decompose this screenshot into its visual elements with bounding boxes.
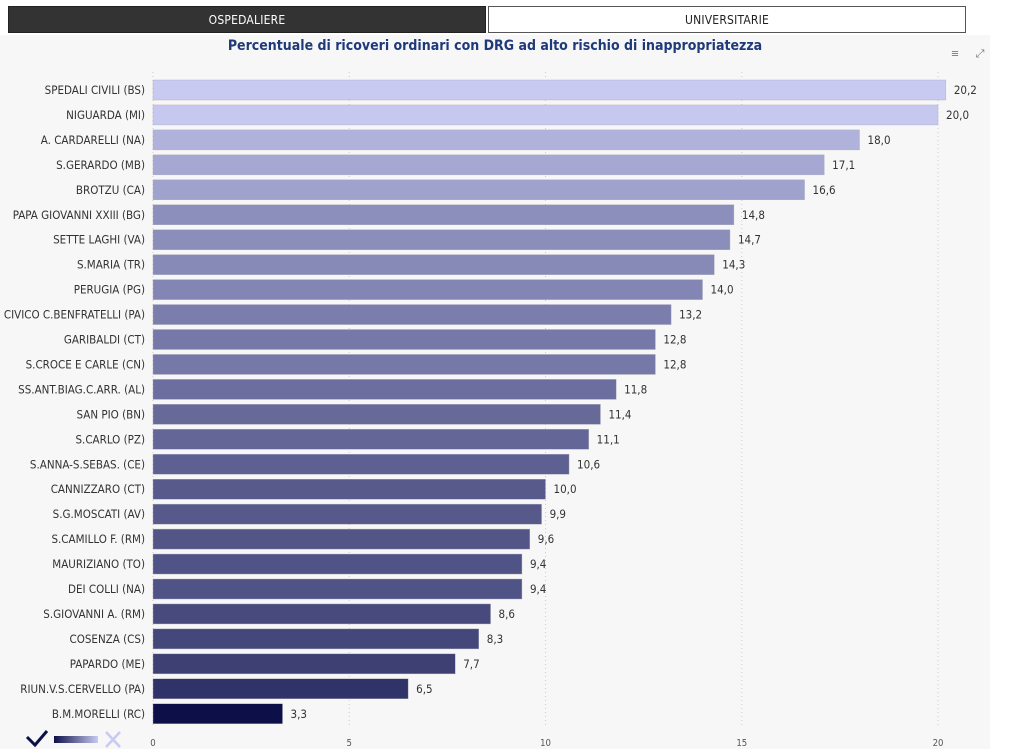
- category-label: PERUGIA (PG): [74, 283, 145, 297]
- category-label: DEI COLLI (NA): [68, 582, 145, 596]
- data-label: 14,0: [711, 283, 734, 297]
- data-label: 17,1: [832, 158, 855, 172]
- x-tick-label: 20: [933, 738, 944, 749]
- category-label: SAN PIO (BN): [76, 407, 145, 421]
- bar[interactable]: [152, 578, 523, 600]
- bar[interactable]: [152, 179, 805, 201]
- category-label: S.CROCE E CARLE (CN): [26, 357, 145, 371]
- bar[interactable]: [152, 503, 542, 525]
- bar[interactable]: [152, 479, 546, 500]
- bar[interactable]: [152, 204, 735, 225]
- category-label: GARIBALDI (CT): [64, 333, 145, 347]
- gradient-swatch-icon: [54, 736, 98, 743]
- category-label: S.CARLO (PZ): [75, 432, 145, 446]
- data-label: 14,3: [722, 258, 745, 272]
- bar[interactable]: [152, 154, 825, 176]
- bar[interactable]: [152, 653, 456, 675]
- category-label: S.CAMILLO F. (RM): [51, 532, 145, 546]
- data-label: 16,6: [813, 183, 836, 197]
- data-label: 14,7: [738, 233, 761, 247]
- category-label: S.GERARDO (MB): [56, 158, 145, 172]
- data-label: 11,4: [608, 407, 631, 421]
- category-label: A. CARDARELLI (NA): [41, 133, 145, 147]
- bar[interactable]: [152, 254, 715, 275]
- bar[interactable]: [152, 553, 523, 575]
- category-label: B.M.MORELLI (RC): [52, 707, 145, 721]
- bar[interactable]: [152, 279, 703, 300]
- bar[interactable]: [152, 454, 570, 475]
- x-tick-label: 5: [347, 738, 352, 749]
- data-label: 20,0: [946, 108, 969, 122]
- tab-ospedaliere[interactable]: OSPEDALIERE: [8, 6, 486, 33]
- bar[interactable]: [152, 429, 589, 450]
- category-label: BROTZU (CA): [76, 183, 145, 197]
- legend[interactable]: [25, 730, 121, 748]
- data-label: 3,3: [291, 707, 307, 721]
- category-label: S.ANNA-S.SEBAS. (CE): [30, 457, 145, 471]
- bar[interactable]: [152, 129, 860, 151]
- bar[interactable]: [152, 678, 409, 699]
- check-icon: [25, 730, 49, 748]
- data-label: 14,8: [742, 208, 765, 222]
- category-label: MAURIZIANO (TO): [52, 557, 145, 571]
- data-label: 9,6: [538, 532, 554, 546]
- category-label: S.GIOVANNI A. (RM): [43, 607, 145, 621]
- data-label: 20,2: [954, 83, 977, 97]
- data-label: 8,3: [487, 632, 503, 646]
- data-label: 9,4: [530, 582, 546, 596]
- bar[interactable]: [152, 79, 947, 101]
- category-label: RIUN.V.S.CERVELLO (PA): [20, 682, 145, 696]
- data-label: 11,8: [624, 382, 647, 396]
- data-label: 11,1: [597, 432, 620, 446]
- bar[interactable]: [152, 354, 656, 375]
- bar[interactable]: [152, 329, 656, 350]
- bar[interactable]: [152, 304, 672, 325]
- category-label: COSENZA (CS): [69, 632, 145, 646]
- category-label: CANNIZZARO (CT): [51, 482, 145, 496]
- bar[interactable]: [152, 104, 939, 126]
- x-icon: [105, 731, 121, 748]
- category-label: S.MARIA (TR): [77, 258, 145, 272]
- data-label: 9,4: [530, 557, 546, 571]
- data-label: 12,8: [663, 333, 686, 347]
- category-label: SS.ANT.BIAG.C.ARR. (AL): [18, 382, 145, 396]
- category-label: CIVICO C.BENFRATELLI (PA): [4, 308, 145, 322]
- data-label: 10,6: [577, 457, 600, 471]
- data-label: 12,8: [663, 357, 686, 371]
- x-tick-label: 10: [540, 738, 551, 749]
- bar[interactable]: [152, 703, 283, 724]
- category-label: NIGUARDA (MI): [66, 108, 145, 122]
- category-label: PAPA GIOVANNI XXIII (BG): [13, 208, 145, 222]
- data-label: 18,0: [868, 133, 891, 147]
- bar[interactable]: [152, 379, 617, 400]
- category-label: S.G.MOSCATI (AV): [53, 507, 145, 521]
- data-label: 6,5: [416, 682, 432, 696]
- chart-title: Percentuale di ricoveri ordinari con DRG…: [227, 38, 763, 54]
- bar[interactable]: [152, 404, 601, 425]
- data-label: 9,9: [550, 507, 566, 521]
- tab-universitarie[interactable]: UNIVERSITARIE: [488, 6, 966, 33]
- data-label: 10,0: [554, 482, 577, 496]
- bar[interactable]: [152, 528, 530, 550]
- x-tick-label: 0: [150, 738, 155, 749]
- bar[interactable]: [152, 229, 731, 250]
- data-label: 13,2: [679, 308, 702, 322]
- data-label: 7,7: [463, 657, 479, 671]
- focus-mode-icon[interactable]: ⤢: [975, 47, 985, 60]
- category-label: SPEDALI CIVILI (BS): [45, 83, 145, 97]
- bar[interactable]: [152, 628, 479, 650]
- filter-icon[interactable]: ≡: [950, 47, 960, 60]
- bar[interactable]: [152, 603, 491, 625]
- data-label: 8,6: [499, 607, 515, 621]
- x-tick-label: 15: [736, 738, 747, 749]
- category-label: PAPARDO (ME): [70, 657, 145, 671]
- category-label: SETTE LAGHI (VA): [53, 233, 145, 247]
